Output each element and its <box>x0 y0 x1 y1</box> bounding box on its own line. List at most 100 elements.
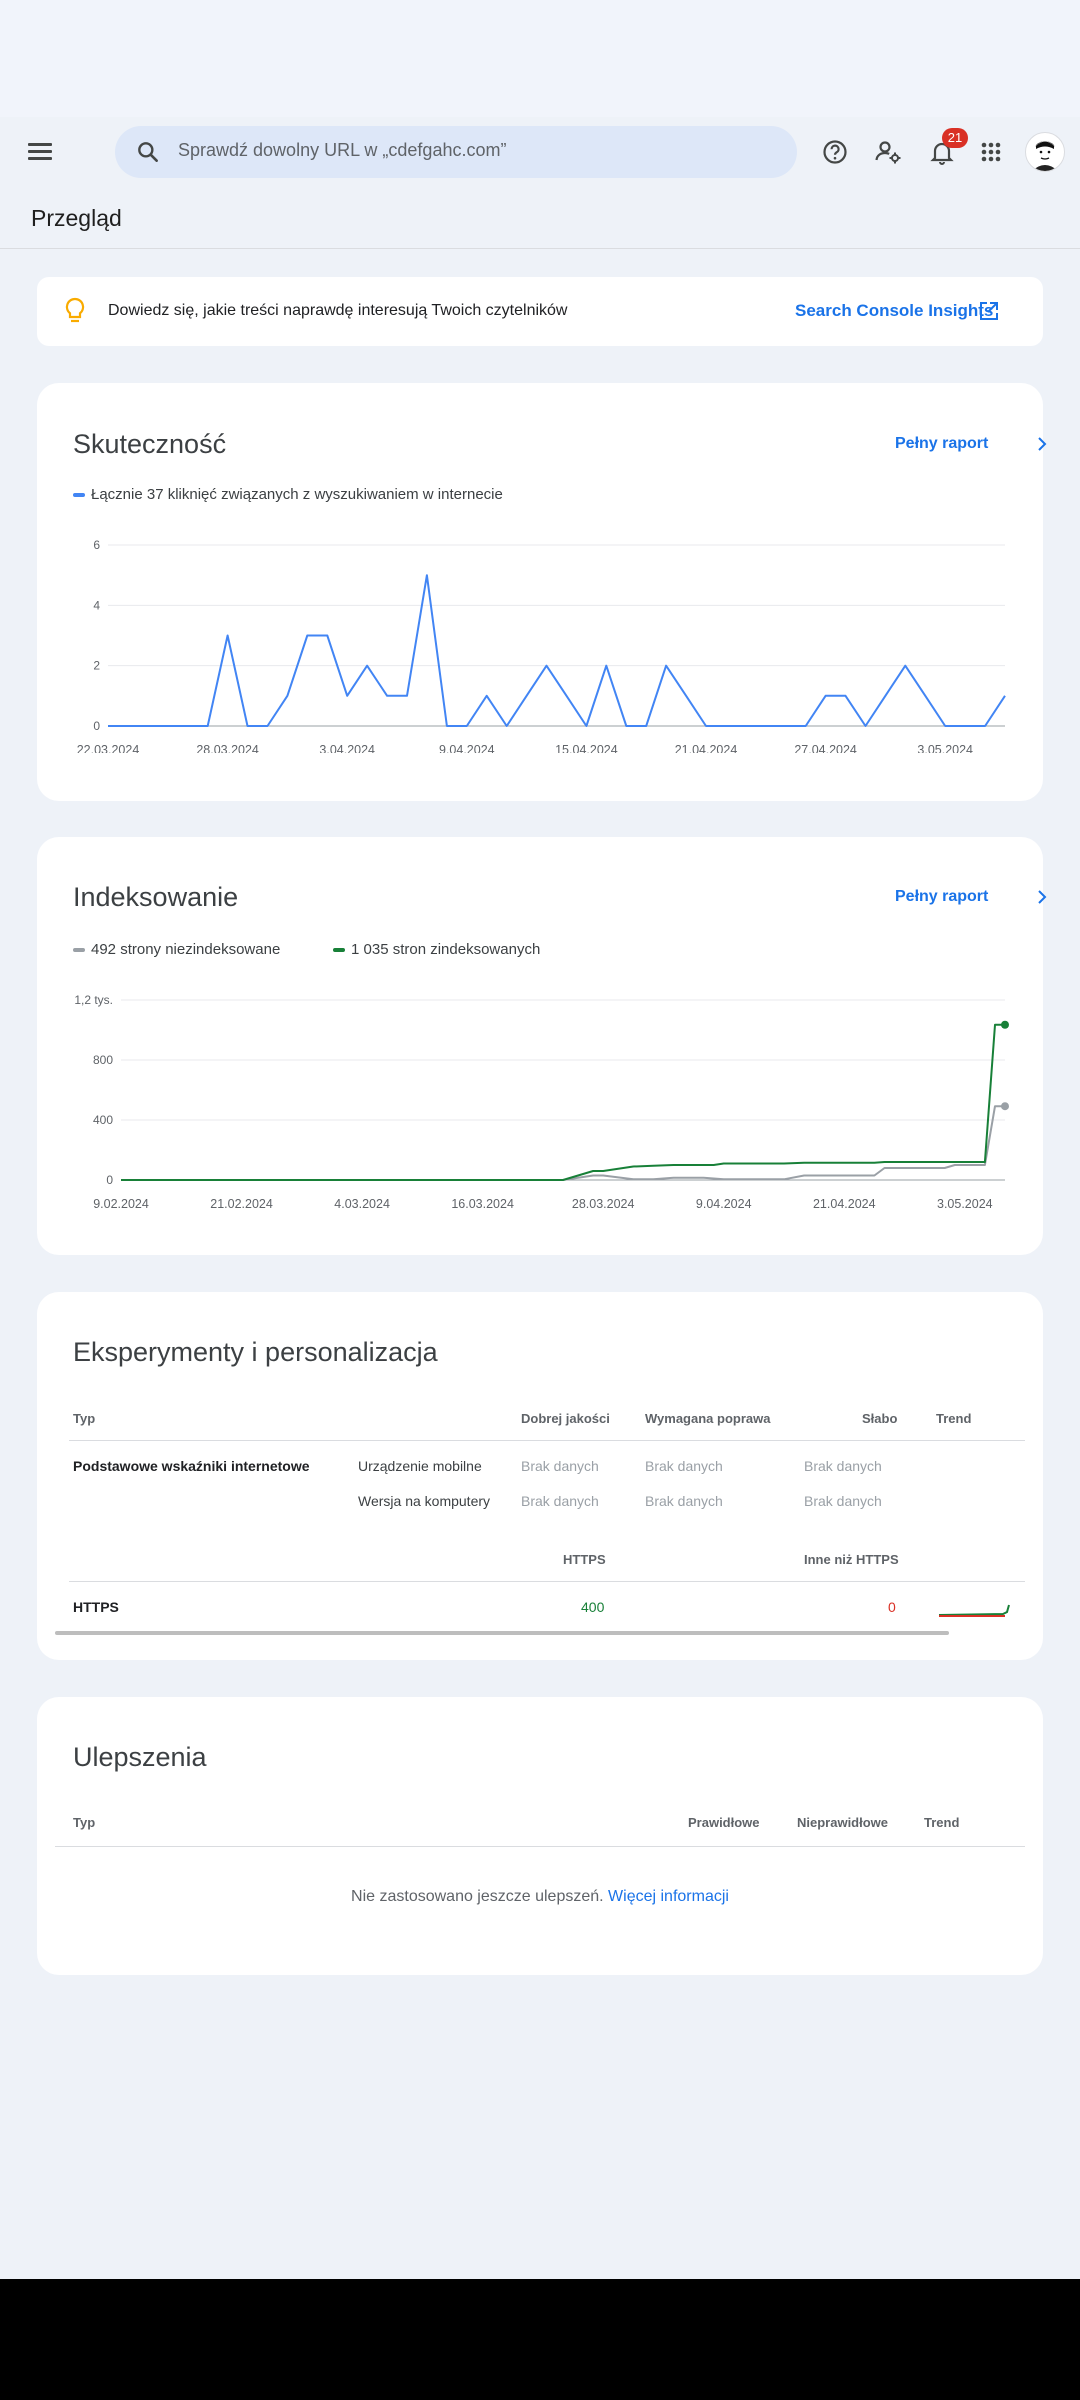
account-avatar[interactable] <box>1025 132 1065 172</box>
full-report-label: Pełny raport <box>895 888 989 905</box>
idx-x-tick: 9.02.2024 <box>93 1197 149 1211</box>
col-header-poor: Słabo <box>862 1411 898 1426</box>
perf-y-tick: 4 <box>93 598 100 612</box>
https-trend-sparkline <box>938 1604 1010 1617</box>
indexing-full-report-link[interactable]: Pełny raport <box>895 888 1047 906</box>
perf-x-tick: 21.04.2024 <box>675 743 738 753</box>
menu-icon[interactable] <box>22 137 58 167</box>
row-desktop-good: Brak danych <box>521 1493 599 1509</box>
legend-swatch-indexed <box>333 948 345 953</box>
performance-chart: 0 2 4 6 22.03.2024 28.03.2024 3.04.2024 9.04.20… <box>77 538 1006 753</box>
indexing-card: Indeksowanie Pełny raport 492 strony nie… <box>37 837 1047 1255</box>
col-header-https: HTTPS <box>563 1552 606 1567</box>
row-desktop-label[interactable]: Wersja na komputery <box>358 1493 491 1509</box>
col-header-non-https: Inne niż HTTPS <box>804 1552 899 1567</box>
row-desktop-poor: Brak danych <box>804 1493 882 1509</box>
banner-text: Dowiedz się, jakie treści naprawdę inter… <box>108 302 568 319</box>
non-https-count: 0 <box>888 1599 896 1615</box>
indexing-chart: 0 400 800 1,2 tys. 9.02.2024 21.02.2024 4.03.2… <box>74 993 1009 1211</box>
perf-x-tick: 3.04.2024 <box>319 743 375 753</box>
legend-label-not-indexed: 492 strony niezindeksowane <box>91 941 281 958</box>
full-report-label: Pełny raport <box>895 435 989 452</box>
open-external-icon[interactable] <box>978 300 1000 322</box>
top-app-bar: Sprawdź dowolny URL w „cdefgahc.com” 21 <box>0 117 1080 187</box>
more-info-link[interactable]: Więcej informacji <box>608 1888 729 1905</box>
idx-y-tick: 400 <box>93 1113 113 1127</box>
idx-series-line-0 <box>121 1105 1005 1181</box>
page-header: Przegląd <box>0 187 1080 249</box>
legend-not-indexed: 492 strony niezindeksowane <box>73 941 280 958</box>
perf-x-tick: 9.04.2024 <box>439 743 495 753</box>
status-area <box>0 0 1080 117</box>
notification-count-badge: 21 <box>942 128 968 148</box>
idx-x-tick: 3.05.2024 <box>937 1197 993 1211</box>
performance-full-report-link[interactable]: Pełny raport <box>895 435 1047 453</box>
legend-label-clicks: Łącznie 37 kliknięć związanych z wyszuki… <box>91 486 503 503</box>
perf-x-tick: 3.05.2024 <box>917 743 973 753</box>
perf-x-tick: 22.03.2024 <box>77 743 140 753</box>
divider <box>69 1440 1025 1441</box>
https-row-label[interactable]: HTTPS <box>73 1599 119 1615</box>
perf-y-tick: 2 <box>93 659 100 673</box>
idx-x-tick: 21.02.2024 <box>210 1197 273 1211</box>
idx-series-end-point-1 <box>1001 1020 1009 1029</box>
row-mobile-label[interactable]: Urządzenie mobilne <box>358 1458 482 1474</box>
performance-legend: Łącznie 37 kliknięć związanych z wyszuki… <box>73 486 503 503</box>
row-mobile-poor: Brak danych <box>804 1458 882 1474</box>
performance-card: Skuteczność Pełny raport Łącznie 37 klik… <box>37 383 1047 801</box>
col-header-valid: Prawidłowe <box>688 1815 760 1830</box>
divider <box>55 1846 1025 1847</box>
indexing-title: Indeksowanie <box>73 882 239 912</box>
insights-banner: Dowiedz się, jakie treści naprawdę inter… <box>37 277 1043 346</box>
perf-x-tick: 15.04.2024 <box>555 743 618 753</box>
perf-x-tick: 28.03.2024 <box>196 743 259 753</box>
idx-series-line-1 <box>121 1023 1005 1181</box>
no-enhancements-message: Nie zastosowano jeszcze ulepszeń. Więcej… <box>37 1886 1043 1908</box>
no-enhancements-text: Nie zastosowano jeszcze ulepszeń. <box>351 1888 604 1905</box>
idx-y-tick: 0 <box>106 1173 113 1187</box>
horizontal-scrollbar[interactable] <box>55 1631 949 1635</box>
row-desktop-needs: Brak danych <box>645 1493 723 1509</box>
notifications-button[interactable]: 21 <box>924 128 968 170</box>
cwv-label[interactable]: Podstawowe wskaźniki internetowe <box>73 1458 310 1474</box>
search-icon <box>138 142 158 162</box>
perf-series-line-0 <box>108 574 1006 727</box>
legend-swatch-not-indexed <box>73 948 85 953</box>
idx-x-tick: 9.04.2024 <box>696 1197 752 1211</box>
idx-x-tick: 28.03.2024 <box>572 1197 635 1211</box>
col-header-needs-improvement: Wymagana poprawa <box>645 1411 771 1426</box>
enhancements-card: Ulepszenia Typ Prawidłowe Nieprawidłowe … <box>37 1697 1043 1975</box>
row-mobile-needs: Brak danych <box>645 1458 723 1474</box>
enhancements-title: Ulepszenia <box>73 1742 207 1772</box>
idx-x-tick: 21.04.2024 <box>813 1197 876 1211</box>
chevron-right-icon <box>1038 890 1047 904</box>
experience-card: Eksperymenty i personalizacja Typ Dobrej… <box>37 1292 1043 1660</box>
search-console-insights-link[interactable]: Search Console Insights <box>795 301 994 320</box>
page-title: Przegląd <box>31 205 122 231</box>
col-header-type: Typ <box>73 1411 96 1426</box>
experience-title: Eksperymenty i personalizacja <box>73 1337 438 1367</box>
system-navigation-bar <box>0 2279 1080 2400</box>
legend-label-indexed: 1 035 stron zindeksowanych <box>351 941 541 958</box>
col-header-good: Dobrej jakości <box>521 1411 610 1426</box>
apps-grid-icon[interactable] <box>973 134 1009 170</box>
idx-y-tick: 1,2 tys. <box>74 993 113 1007</box>
col-header-trend: Trend <box>924 1815 960 1830</box>
help-icon[interactable] <box>817 134 853 170</box>
performance-title: Skuteczność <box>73 429 227 459</box>
manage-users-icon[interactable] <box>870 134 906 170</box>
idx-x-tick: 4.03.2024 <box>334 1197 390 1211</box>
col-header-trend: Trend <box>936 1411 972 1426</box>
col-header-type: Typ <box>73 1815 96 1830</box>
perf-x-tick: 27.04.2024 <box>794 743 857 753</box>
legend-swatch-clicks <box>73 493 85 498</box>
col-header-invalid: Nieprawidłowe <box>797 1815 889 1830</box>
legend-indexed: 1 035 stron zindeksowanych <box>333 941 540 958</box>
avatar-icon <box>1032 141 1058 171</box>
idx-series-end-point-0 <box>1001 1102 1009 1111</box>
url-inspection-search[interactable]: Sprawdź dowolny URL w „cdefgahc.com” <box>115 126 797 178</box>
perf-y-tick: 6 <box>93 538 100 552</box>
chevron-right-icon <box>1038 437 1047 451</box>
idx-x-tick: 16.03.2024 <box>451 1197 514 1211</box>
idx-y-tick: 800 <box>93 1053 113 1067</box>
